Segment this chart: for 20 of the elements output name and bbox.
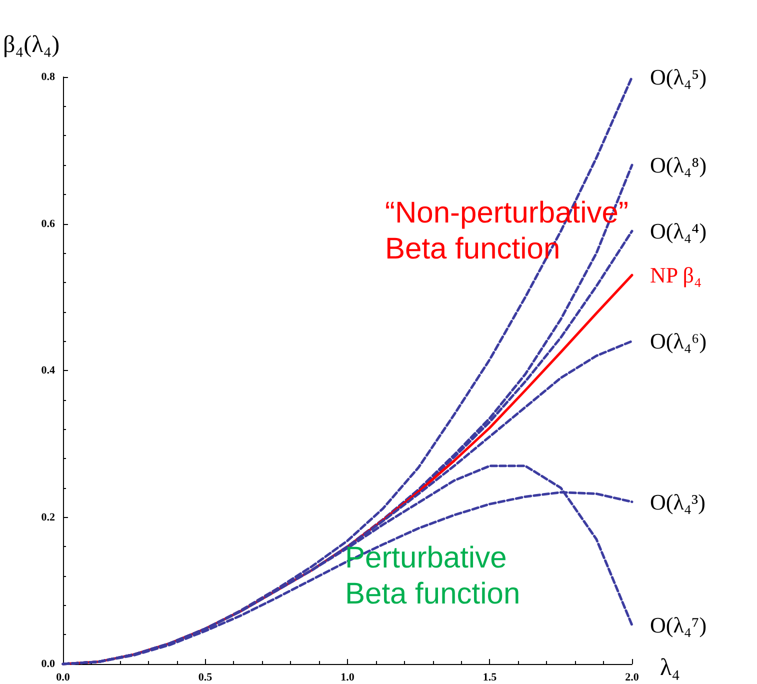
y-tick-label: 0.0 bbox=[41, 658, 56, 670]
x-tick-label: 0.0 bbox=[56, 672, 70, 684]
series-label: NP β₄ bbox=[650, 262, 702, 288]
annotation: Perturbative Beta function bbox=[345, 542, 520, 610]
y-tick-label: 0.6 bbox=[41, 218, 56, 230]
series-label: O(λ₄⁶) bbox=[650, 328, 707, 354]
y-tick-label: 0.2 bbox=[41, 511, 56, 524]
x-tick-label: 1.5 bbox=[482, 672, 498, 684]
series-label: O(λ₄⁴) bbox=[650, 218, 707, 244]
x-tick-label: 1.0 bbox=[340, 672, 355, 684]
x-tick-label: 0.5 bbox=[198, 672, 213, 684]
y-tick-label: 0.4 bbox=[41, 364, 56, 376]
x-axis-title: λ₄ bbox=[660, 655, 680, 681]
x-tick-label: 2.0 bbox=[625, 672, 640, 684]
y-axis-title: β₄(λ₄) bbox=[3, 32, 60, 58]
series-label: O(λ₄⁷) bbox=[650, 612, 707, 638]
series-label: O(λ₄⁵) bbox=[650, 64, 707, 90]
y-tick-label: 0.8 bbox=[41, 71, 56, 83]
series-label: O(λ₄³) bbox=[650, 489, 706, 514]
series-label: O(λ₄⁸) bbox=[650, 152, 707, 178]
